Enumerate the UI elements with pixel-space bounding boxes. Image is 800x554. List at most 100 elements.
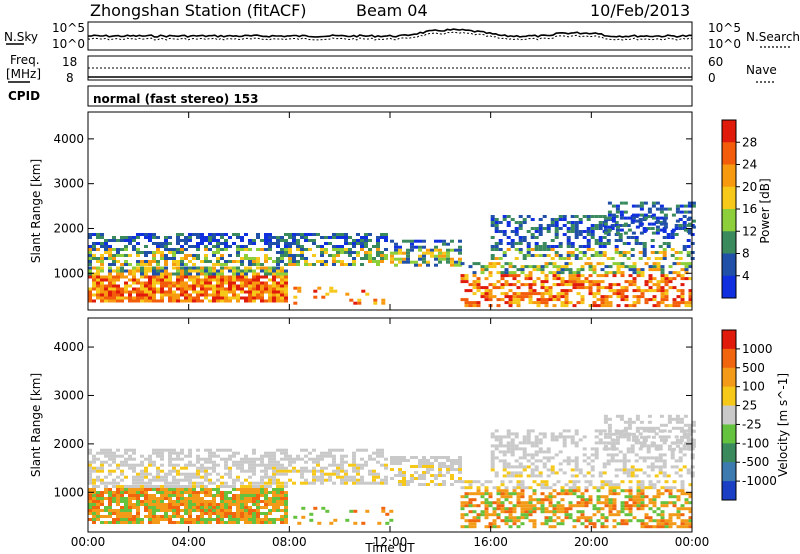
heatmap-cell [564, 268, 569, 272]
heatmap-cell [292, 242, 296, 245]
heatmap-cell [264, 494, 268, 497]
heatmap-cell [340, 260, 344, 263]
heatmap-cell [260, 263, 264, 266]
heatmap-cell [136, 491, 140, 494]
heatmap-cell [510, 245, 515, 248]
heatmap-cell [132, 290, 136, 294]
heatmap-cell [164, 263, 168, 266]
heatmap-cell [394, 474, 398, 477]
heatmap-cell [268, 242, 272, 245]
heatmap-cell [296, 263, 300, 266]
heatmap-cell [650, 456, 655, 460]
heatmap-cell [156, 263, 160, 266]
heatmap-cell [96, 451, 100, 455]
heatmap-cell [124, 457, 128, 461]
heatmap-cell [228, 278, 232, 282]
heatmap-cell [582, 435, 587, 439]
heatmap-cell [504, 301, 509, 305]
heatmap-cell [544, 304, 549, 308]
heatmap-cell [264, 248, 268, 251]
heatmap-cell [196, 248, 200, 251]
heatmap-cell [240, 491, 244, 494]
heatmap-cell [560, 498, 565, 502]
heatmap-cell [224, 515, 228, 518]
heatmap-cell [622, 456, 627, 460]
heatmap-cell [687, 204, 692, 208]
heatmap-cell [464, 301, 469, 305]
heatmap-cell [168, 515, 172, 518]
heatmap-cell [240, 287, 244, 291]
heatmap-cell [614, 459, 619, 463]
heatmap-cell [172, 290, 176, 294]
heatmap-cell [144, 260, 148, 263]
heatmap-cell [639, 444, 644, 448]
heatmap-cell [236, 466, 240, 470]
heatmap-cell [232, 287, 236, 291]
heatmap-cell [658, 471, 663, 475]
heatmap-cell [156, 503, 160, 506]
heatmap-cell [284, 275, 288, 279]
heatmap-cell [660, 286, 665, 290]
heatmap-cell [638, 257, 643, 260]
heatmap-cell [356, 239, 360, 242]
heatmap-cell [220, 278, 224, 282]
heatmap-cell [508, 516, 513, 520]
heatmap-cell [542, 215, 547, 218]
heatmap-cell [144, 251, 148, 254]
heatmap-cell [552, 483, 557, 487]
heatmap-cell [468, 510, 473, 514]
heatmap-cell [160, 488, 164, 491]
heatmap-cell [328, 448, 332, 452]
heatmap-cell [582, 251, 587, 254]
heatmap-cell [256, 263, 260, 266]
heatmap-cell [618, 435, 623, 439]
heatmap-cell [662, 465, 667, 469]
heatmap-cell [426, 468, 430, 471]
heatmap-cell [572, 480, 577, 484]
heatmap-cell [590, 230, 595, 233]
heatmap-cell [552, 513, 557, 517]
heatmap-cell [532, 507, 537, 511]
heatmap-cell [576, 280, 581, 284]
heatmap-cell [639, 231, 644, 235]
heatmap-cell [280, 236, 284, 239]
heatmap-cell [438, 465, 442, 468]
heatmap-cell [136, 488, 140, 491]
colorbar-swatch [722, 481, 736, 501]
heatmap-cell [176, 500, 180, 503]
heatmap-cell [600, 301, 605, 305]
heatmap-cell [184, 263, 188, 266]
heatmap-cell [426, 251, 430, 255]
heatmap-cell [630, 444, 635, 448]
heatmap-cell [574, 257, 579, 260]
heatmap-cell [120, 512, 124, 515]
heatmap-cell [534, 450, 539, 454]
heatmap-cell [228, 275, 232, 279]
heatmap-cell [160, 257, 164, 260]
heatmap-cell [671, 417, 676, 421]
heatmap-cell [280, 257, 284, 260]
heatmap-cell [627, 423, 632, 427]
heatmap-cell [152, 290, 156, 294]
heatmap-cell [604, 265, 609, 269]
heatmap-cell [236, 518, 240, 521]
heatmap-cell [288, 463, 292, 467]
heatmap-cell [580, 265, 585, 269]
heatmap-cell [546, 248, 551, 251]
heatmap-cell [410, 242, 414, 246]
heatmap-cell [176, 299, 180, 303]
heatmap-cell [500, 292, 505, 296]
heatmap-cell [498, 435, 503, 439]
heatmap-cell [324, 451, 328, 455]
heatmap-cell [534, 453, 539, 457]
heatmap-cell [96, 500, 100, 503]
heatmap-cell [272, 278, 276, 282]
heatmap-cell [256, 521, 260, 524]
heatmap-cell [500, 492, 505, 496]
heatmap-cell [108, 500, 112, 503]
heatmap-cell [590, 468, 595, 472]
heatmap-cell [320, 454, 324, 458]
heatmap-cell [458, 459, 462, 462]
heatmap-cell [188, 497, 192, 500]
y-tick-label: 4000 [53, 340, 84, 354]
